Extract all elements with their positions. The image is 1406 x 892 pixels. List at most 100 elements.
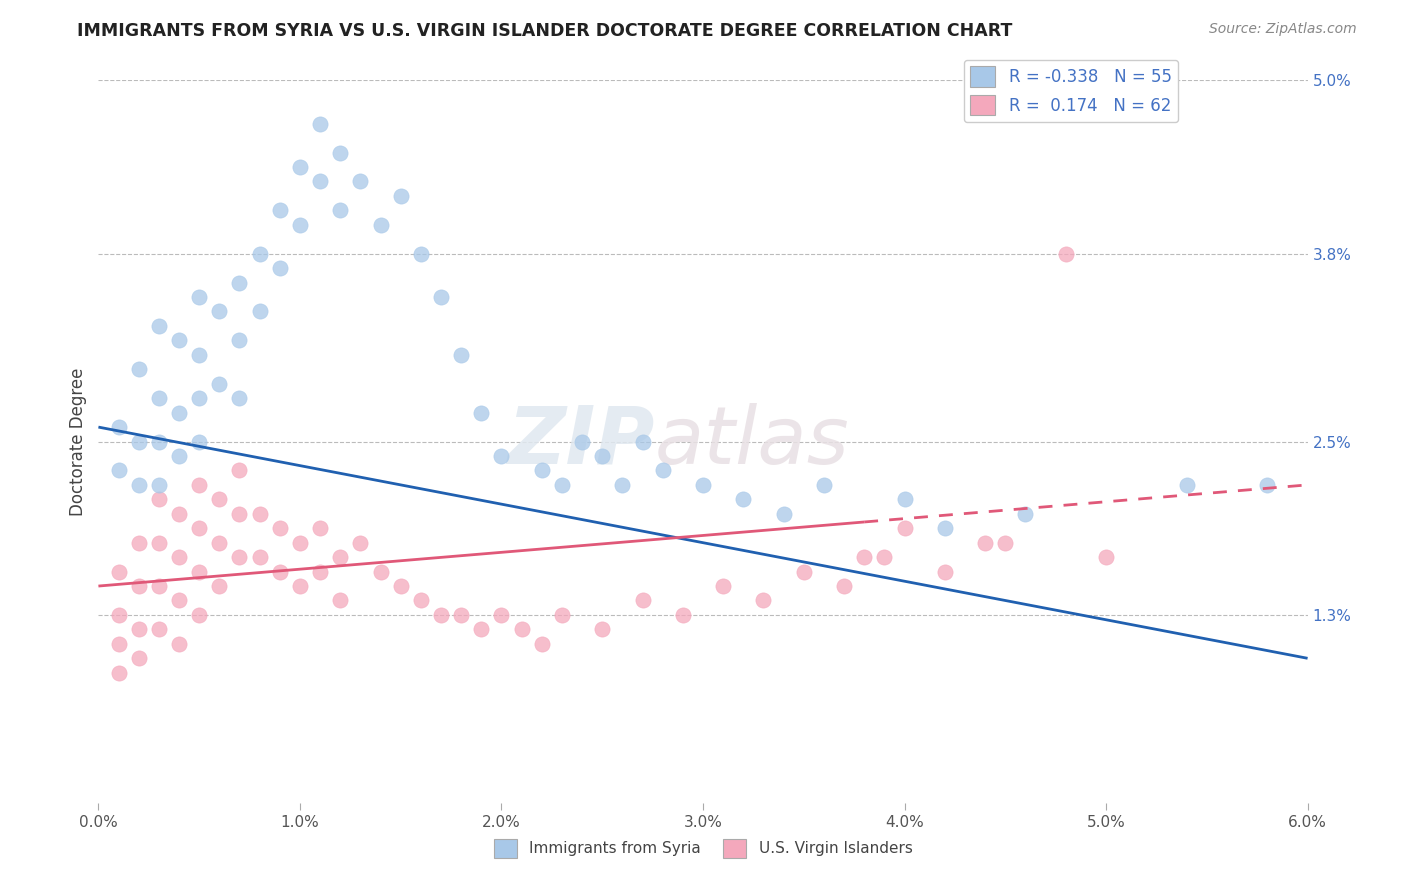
Point (349, 174, 371, 188)
Point (148, 391, 170, 405)
Point (107, 420, 129, 434)
Point (188, 565, 211, 579)
Point (128, 579, 150, 593)
Point (249, 246, 271, 260)
Point (269, 565, 291, 579)
Point (208, 304, 231, 318)
Text: Source: ZipAtlas.com: Source: ZipAtlas.com (1209, 22, 1357, 37)
Point (148, 535, 170, 549)
Point (309, 117, 332, 131)
Point (228, 391, 250, 405)
Point (107, 463, 129, 477)
Point (793, 565, 815, 579)
Point (228, 550, 250, 565)
Point (994, 535, 1017, 549)
Point (591, 623, 613, 637)
Point (813, 478, 835, 492)
Point (329, 593, 352, 607)
Y-axis label: Doctorate Degree: Doctorate Degree (69, 368, 87, 516)
Point (107, 637, 129, 651)
Point (249, 550, 271, 565)
Point (370, 565, 392, 579)
Point (148, 492, 170, 507)
Point (409, 593, 432, 607)
Point (208, 492, 231, 507)
Point (107, 607, 129, 622)
Point (288, 218, 311, 232)
Point (530, 463, 553, 477)
Point (249, 304, 271, 318)
Point (188, 607, 211, 622)
Point (409, 246, 432, 260)
Point (893, 492, 915, 507)
Point (491, 449, 513, 463)
Point (107, 665, 129, 680)
Point (167, 550, 190, 565)
Point (249, 507, 271, 521)
Point (450, 607, 472, 622)
Point (228, 276, 250, 290)
Point (288, 579, 311, 593)
Point (651, 463, 673, 477)
Point (329, 203, 352, 218)
Point (551, 478, 574, 492)
Point (167, 507, 190, 521)
Point (128, 478, 150, 492)
Point (188, 391, 211, 405)
Point (349, 535, 371, 549)
Point (450, 348, 472, 362)
Point (711, 579, 734, 593)
Point (370, 218, 392, 232)
Point (974, 535, 997, 549)
Text: IMMIGRANTS FROM SYRIA VS U.S. VIRGIN ISLANDER DOCTORATE DEGREE CORRELATION CHART: IMMIGRANTS FROM SYRIA VS U.S. VIRGIN ISL… (77, 22, 1012, 40)
Point (832, 579, 855, 593)
Point (430, 607, 453, 622)
Point (128, 434, 150, 449)
Point (631, 593, 654, 607)
Point (692, 478, 714, 492)
Point (470, 623, 492, 637)
Point (510, 623, 533, 637)
Point (853, 550, 876, 565)
Point (491, 607, 513, 622)
Point (591, 449, 613, 463)
Point (934, 565, 956, 579)
Point (389, 189, 412, 203)
Point (208, 535, 231, 549)
Point (167, 449, 190, 463)
Point (1095, 550, 1118, 565)
Point (188, 290, 211, 304)
Point (228, 507, 250, 521)
Point (631, 434, 654, 449)
Point (208, 579, 231, 593)
Point (772, 507, 794, 521)
Point (188, 434, 211, 449)
Point (470, 406, 492, 420)
Point (167, 334, 190, 348)
Point (188, 478, 211, 492)
Text: atlas: atlas (655, 402, 849, 481)
Point (288, 160, 311, 174)
Point (612, 478, 634, 492)
Point (672, 607, 695, 622)
Point (1014, 507, 1036, 521)
Point (167, 406, 190, 420)
Point (148, 434, 170, 449)
Point (228, 334, 250, 348)
Point (269, 203, 291, 218)
Point (188, 521, 211, 535)
Point (530, 637, 553, 651)
Point (269, 521, 291, 535)
Point (208, 376, 231, 391)
Point (269, 261, 291, 276)
Point (571, 434, 593, 449)
Point (1175, 478, 1198, 492)
Point (309, 565, 332, 579)
Point (733, 492, 755, 507)
Point (167, 593, 190, 607)
Point (128, 362, 150, 376)
Point (288, 535, 311, 549)
Point (893, 521, 915, 535)
Point (329, 145, 352, 160)
Point (128, 623, 150, 637)
